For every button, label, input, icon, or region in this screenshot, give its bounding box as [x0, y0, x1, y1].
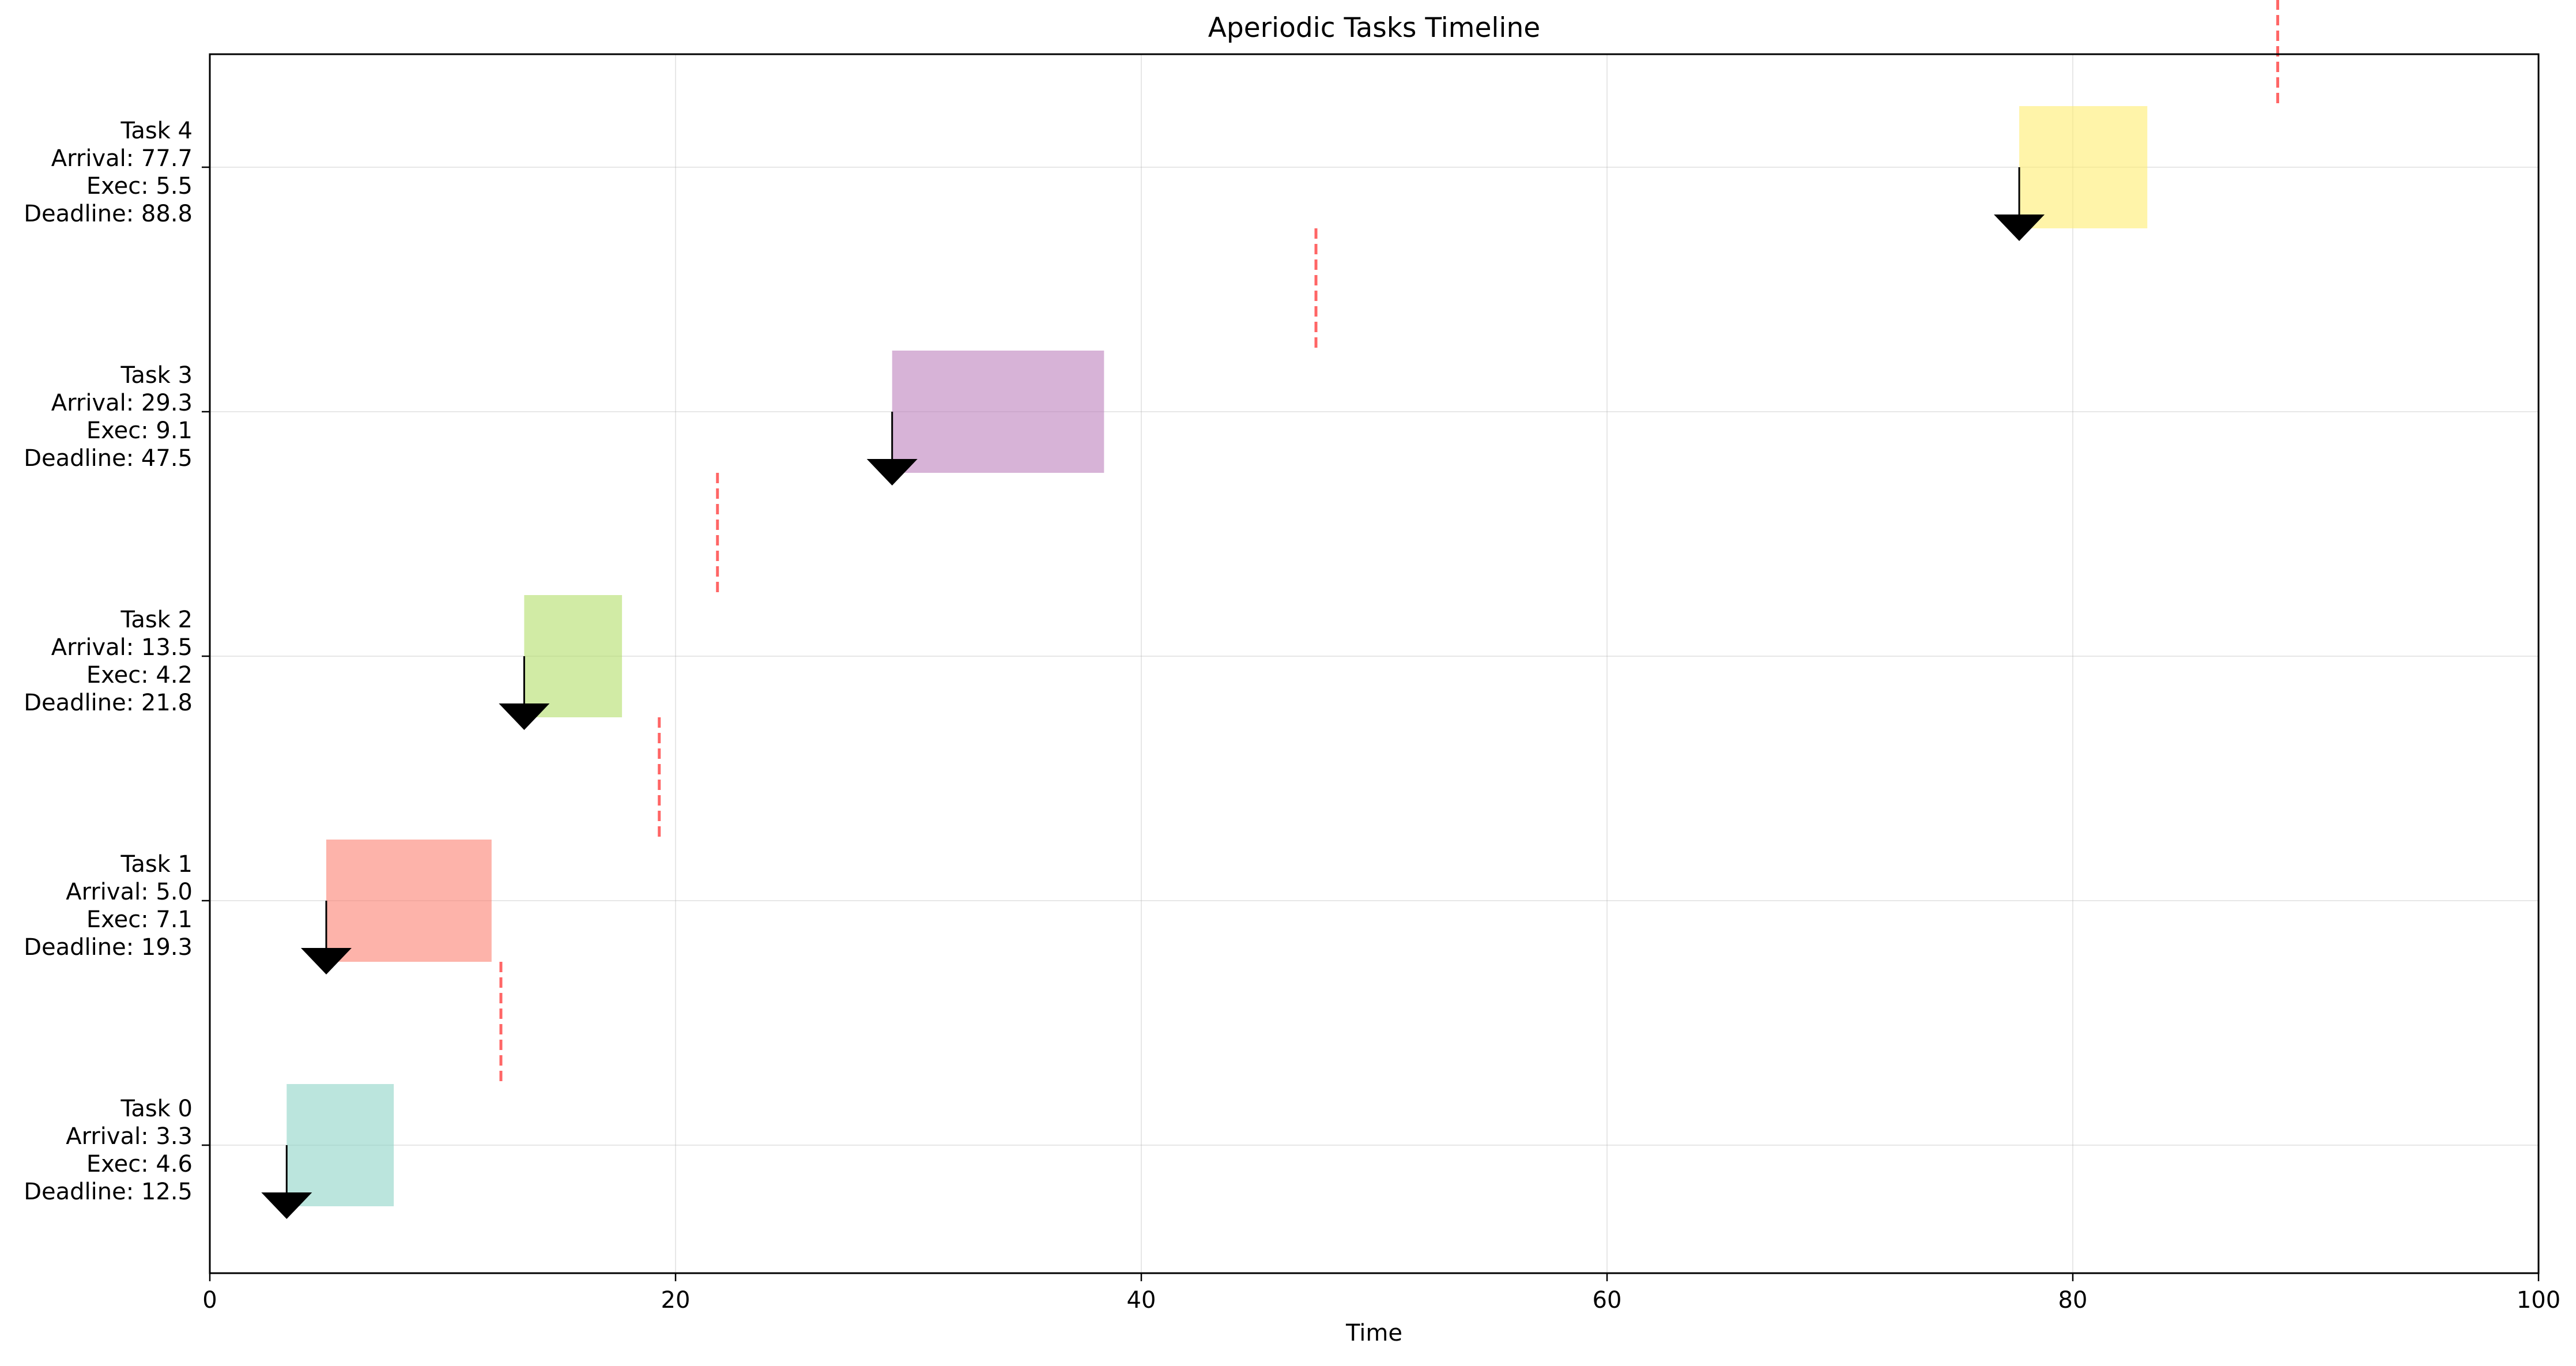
arrival-arrow-head [301, 948, 352, 974]
arrival-arrow-head [1994, 215, 2045, 241]
y-tick-label: Deadline: 47.5 [24, 445, 193, 472]
y-tick-label: Task 4 [120, 118, 193, 144]
arrival-arrow-head [261, 1192, 312, 1219]
y-tick-label: Deadline: 12.5 [24, 1179, 193, 1205]
chart-title: Aperiodic Tasks Timeline [1208, 12, 1540, 44]
y-tick-label: Exec: 5.5 [86, 173, 193, 200]
y-tick-label: Task 1 [120, 851, 193, 878]
y-tick-label: Exec: 4.2 [86, 662, 193, 688]
task-bar [326, 840, 492, 962]
x-axis-label: Time [1345, 1320, 1402, 1346]
y-tick-label: Deadline: 21.8 [24, 690, 193, 716]
plot-frame [209, 53, 2540, 1274]
task-bar [2019, 106, 2148, 228]
task-bar [286, 1084, 394, 1206]
y-tick-label: Task 0 [120, 1096, 193, 1122]
x-tick-label: 80 [2058, 1287, 2088, 1314]
y-tick-label: Exec: 7.1 [86, 906, 193, 933]
y-tick-label: Arrival: 3.3 [66, 1123, 193, 1150]
y-tick-label: Exec: 4.6 [86, 1151, 193, 1177]
y-tick-label: Task 3 [120, 362, 193, 389]
markers-layer [261, 0, 2280, 1219]
y-tick-label: Arrival: 77.7 [51, 145, 193, 172]
y-tick-label: Arrival: 13.5 [51, 634, 193, 661]
x-tick-label: 40 [1127, 1287, 1156, 1314]
bars-layer [286, 106, 2148, 1206]
y-tick-label: Deadline: 19.3 [24, 934, 193, 961]
y-tick-label: Arrival: 29.3 [51, 390, 193, 416]
x-tick-label: 60 [1593, 1287, 1622, 1314]
arrival-arrow-head [499, 703, 550, 730]
y-tick-label: Deadline: 88.8 [24, 201, 193, 227]
task-bar [892, 351, 1104, 473]
task-bar [524, 595, 623, 717]
x-tick-label: 20 [661, 1287, 691, 1314]
y-tick-label: Exec: 9.1 [86, 417, 193, 444]
x-tick-label: 0 [202, 1287, 217, 1314]
y-tick-label: Arrival: 5.0 [66, 879, 193, 905]
y-tick-label: Task 2 [120, 607, 193, 633]
x-tick-label: 100 [2517, 1287, 2560, 1314]
ticks-layer: 0 20 40 60 80 100 [202, 166, 2560, 1314]
arrival-arrow-head [866, 459, 918, 486]
